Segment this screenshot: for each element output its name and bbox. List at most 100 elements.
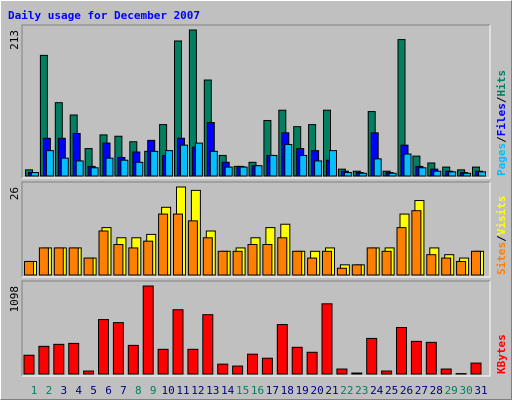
bar xyxy=(202,314,214,375)
bar xyxy=(456,260,467,276)
bar xyxy=(112,322,124,375)
panel-border xyxy=(22,182,491,278)
bar xyxy=(261,357,273,375)
legend-entry: KBytes xyxy=(495,334,508,374)
x-tick-label: 9 xyxy=(150,384,157,397)
legend: Pages/Files/Hits xyxy=(495,70,508,176)
bar xyxy=(396,327,407,375)
bar xyxy=(336,368,348,375)
x-tick-label: 5 xyxy=(90,384,97,397)
bar xyxy=(83,370,95,375)
legend-separator: / xyxy=(495,96,508,103)
bar xyxy=(307,257,318,276)
bar xyxy=(478,171,486,177)
legend-separator: / xyxy=(495,136,508,143)
y-tick-label: 26 xyxy=(8,187,21,200)
bar xyxy=(247,244,258,276)
bar xyxy=(254,165,263,177)
bar xyxy=(358,172,367,177)
bar xyxy=(135,161,144,177)
panel-border xyxy=(22,281,491,377)
bar xyxy=(418,167,427,177)
x-tick-label: 15 xyxy=(236,384,249,397)
bar xyxy=(158,213,169,276)
bar xyxy=(68,342,80,375)
bar xyxy=(157,348,169,375)
bar xyxy=(441,257,452,276)
x-tick-label: 4 xyxy=(75,384,82,397)
bar xyxy=(60,157,69,177)
bar xyxy=(262,244,273,276)
bar xyxy=(113,244,124,276)
bar xyxy=(143,240,154,276)
bar xyxy=(38,247,49,276)
bar xyxy=(38,345,50,375)
bar xyxy=(440,368,452,375)
legend: Sites/Visits xyxy=(495,196,508,276)
x-tick-label: 3 xyxy=(60,384,67,397)
x-tick-label: 12 xyxy=(191,384,204,397)
bar xyxy=(23,354,35,375)
bar xyxy=(165,150,174,177)
bar xyxy=(343,172,352,177)
bar xyxy=(105,157,114,177)
x-tick-label: 2 xyxy=(46,384,53,397)
x-tick-label: 7 xyxy=(120,384,127,397)
bar xyxy=(217,250,228,276)
bar xyxy=(276,324,288,375)
bar xyxy=(180,144,188,177)
bar xyxy=(284,143,293,177)
bar xyxy=(142,285,154,375)
bar xyxy=(299,154,308,177)
x-tick-label: 24 xyxy=(370,384,384,397)
bar xyxy=(463,172,472,177)
bar xyxy=(209,150,218,177)
legend-entry: Files xyxy=(495,103,508,136)
x-tick-label: 31 xyxy=(474,384,487,397)
bar xyxy=(202,237,213,276)
bar xyxy=(75,160,84,177)
bar xyxy=(448,171,457,177)
x-tick-label: 29 xyxy=(445,384,458,397)
bar xyxy=(425,341,437,375)
bar xyxy=(187,348,199,375)
x-tick-label: 19 xyxy=(296,384,309,397)
panel-border xyxy=(21,24,490,178)
x-tick-label: 13 xyxy=(206,384,219,397)
panel-border xyxy=(21,280,490,376)
bar xyxy=(351,372,363,375)
bar xyxy=(128,247,139,276)
bar xyxy=(471,250,481,276)
bar xyxy=(53,343,65,375)
bar xyxy=(232,365,244,375)
bar xyxy=(329,150,337,177)
bar xyxy=(336,267,347,276)
bar xyxy=(366,247,377,276)
x-tick-label: 30 xyxy=(459,384,472,397)
x-tick-label: 21 xyxy=(325,384,338,397)
x-tick-label: 18 xyxy=(281,384,294,397)
bar xyxy=(217,363,229,375)
y-tick-label: 1098 xyxy=(8,286,21,313)
bar xyxy=(247,353,258,375)
bar xyxy=(120,159,129,177)
bar xyxy=(194,142,203,177)
x-tick-label: 22 xyxy=(340,384,353,397)
legend-separator: / xyxy=(495,235,508,242)
bar xyxy=(292,250,303,276)
bar xyxy=(388,172,397,177)
bar xyxy=(269,154,278,177)
bar xyxy=(306,351,318,375)
bar xyxy=(68,247,79,276)
y-tick-label: 213 xyxy=(8,30,21,50)
bar xyxy=(127,344,139,375)
bar xyxy=(31,172,39,177)
bar xyxy=(322,250,332,276)
x-tick-label: 28 xyxy=(430,384,443,397)
bar xyxy=(410,340,422,375)
bar xyxy=(98,230,109,276)
x-tick-label: 14 xyxy=(221,384,235,397)
bar xyxy=(187,220,198,276)
